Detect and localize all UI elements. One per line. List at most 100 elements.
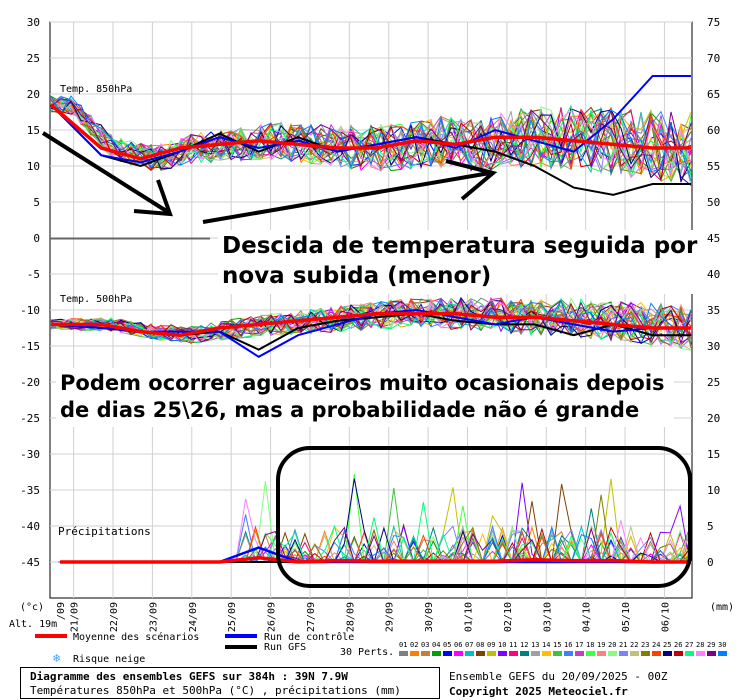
legend-control-label: Run de contrôle	[264, 631, 354, 643]
pert-label: 20	[608, 641, 616, 649]
left-tick-label: -10	[20, 304, 40, 317]
left-tick-label: -45	[20, 556, 40, 569]
panel-label-precip: Précipitations	[58, 525, 151, 538]
pert-label: 25	[663, 641, 671, 649]
right-tick-label: 55	[707, 160, 720, 173]
info-title: Diagramme des ensembles GEFS sur 384h : …	[30, 670, 348, 683]
pert-label: 01	[399, 641, 407, 649]
pert-label: 18	[586, 641, 594, 649]
pert-label: 08	[476, 641, 484, 649]
left-tick-label: 5	[33, 196, 40, 209]
pert-swatch	[652, 651, 661, 656]
pert-label: 21	[619, 641, 627, 649]
pert-label: 10	[498, 641, 506, 649]
pert-swatch	[597, 651, 606, 656]
right-tick-label: 65	[707, 88, 720, 101]
x-tick-label: /09	[56, 602, 67, 620]
left-axis-unit: (°c)	[20, 602, 44, 613]
x-tick-label: 04/10	[582, 602, 593, 632]
pert-swatch	[487, 651, 496, 656]
pert-swatch	[608, 651, 617, 656]
pert-label: 09	[487, 641, 495, 649]
x-tick-label: 23/09	[148, 602, 159, 632]
x-tick-label: 21/09	[70, 602, 81, 632]
precip-mean-line	[60, 555, 691, 564]
pert-swatch	[432, 651, 441, 656]
pert-swatch	[520, 651, 529, 656]
arrow-up-icon	[202, 159, 498, 224]
info-subtitle: Températures 850hPa et 500hPa (°C) , pré…	[30, 684, 401, 697]
pert-swatch	[586, 651, 595, 656]
pert-label: 05	[443, 641, 451, 649]
arrow-down-icon	[41, 131, 173, 217]
right-tick-label: 10	[707, 484, 720, 497]
pert-label: 13	[531, 641, 539, 649]
right-tick-label: 0	[707, 556, 714, 569]
right-tick-label: 45	[707, 232, 720, 245]
left-tick-label: 30	[27, 16, 40, 29]
legend-mean-label: Moyenne des scénarios	[73, 631, 199, 643]
left-tick-label: 15	[27, 124, 40, 137]
x-tick-label: 30/09	[424, 602, 435, 632]
legend-gfs-swatch	[225, 645, 257, 649]
pert-label: 30	[718, 641, 726, 649]
legend-mean-swatch	[35, 634, 67, 638]
pert-swatch	[707, 651, 716, 656]
right-tick-label: 75	[707, 16, 720, 29]
member-line	[50, 98, 692, 175]
pert-swatch	[696, 651, 705, 656]
legend: Moyenne des scénarios Run de contrôle Ru…	[35, 631, 727, 665]
precip-highlight-frame	[276, 446, 692, 588]
pert-label: 14	[542, 641, 550, 649]
pert-label: 04	[432, 641, 440, 649]
annotation-rain-note: Podem ocorrer aguaceiros muito ocasionai…	[56, 368, 674, 427]
left-tick-label: -15	[20, 340, 40, 353]
pert-swatch	[685, 651, 694, 656]
right-tick-label: 35	[707, 304, 720, 317]
pert-label: 06	[454, 641, 462, 649]
pert-label: 26	[674, 641, 682, 649]
mean-line	[49, 103, 691, 161]
pert-label: 16	[564, 641, 572, 649]
right-tick-label: 50	[707, 196, 720, 209]
left-tick-label: -25	[20, 412, 40, 425]
right-tick-label: 60	[707, 124, 720, 137]
left-tick-label: -20	[20, 376, 40, 389]
x-tick-label: 28/09	[345, 602, 356, 632]
pert-swatch	[553, 651, 562, 656]
pert-label: 03	[421, 641, 429, 649]
legend-control-swatch	[225, 634, 257, 638]
pert-label: 27	[685, 641, 693, 649]
pert-swatch	[674, 651, 683, 656]
ensemble-credit: Ensemble GEFS du 20/09/2025 - 00Z	[449, 670, 668, 683]
legend-perts-label: 30 Perts.	[340, 647, 394, 658]
x-tick-label: 29/09	[385, 602, 396, 632]
x-tick-label: 02/10	[503, 602, 514, 632]
pert-label: 23	[641, 641, 649, 649]
left-tick-label: -5	[27, 268, 40, 281]
pert-swatch	[410, 651, 419, 656]
right-tick-label: 20	[707, 412, 720, 425]
copyright: Copyright 2025 Meteociel.fr	[449, 685, 628, 698]
info-box: Diagramme des ensembles GEFS sur 384h : …	[20, 667, 440, 699]
left-tick-label: -35	[20, 484, 40, 497]
member-line	[50, 97, 692, 172]
panel-label-500: Temp. 500hPa	[60, 294, 132, 305]
right-tick-label: 15	[707, 448, 720, 461]
x-tick-label: 06/10	[660, 602, 671, 632]
pert-swatch	[564, 651, 573, 656]
pert-label: 12	[520, 641, 528, 649]
legend-gfs-label: Run GFS	[264, 642, 306, 653]
pert-swatch	[476, 651, 485, 656]
pert-swatch	[641, 651, 650, 656]
pert-swatch	[443, 651, 452, 656]
right-tick-label: 5	[707, 520, 714, 533]
pert-label: 17	[575, 641, 583, 649]
pert-swatch	[542, 651, 551, 656]
right-tick-label: 70	[707, 52, 720, 65]
x-tick-label: 27/09	[306, 602, 317, 632]
left-tick-label: 10	[27, 160, 40, 173]
x-tick-label: 05/10	[621, 602, 632, 632]
snowflake-icon: ❄	[53, 651, 60, 665]
pert-label: 15	[553, 641, 561, 649]
